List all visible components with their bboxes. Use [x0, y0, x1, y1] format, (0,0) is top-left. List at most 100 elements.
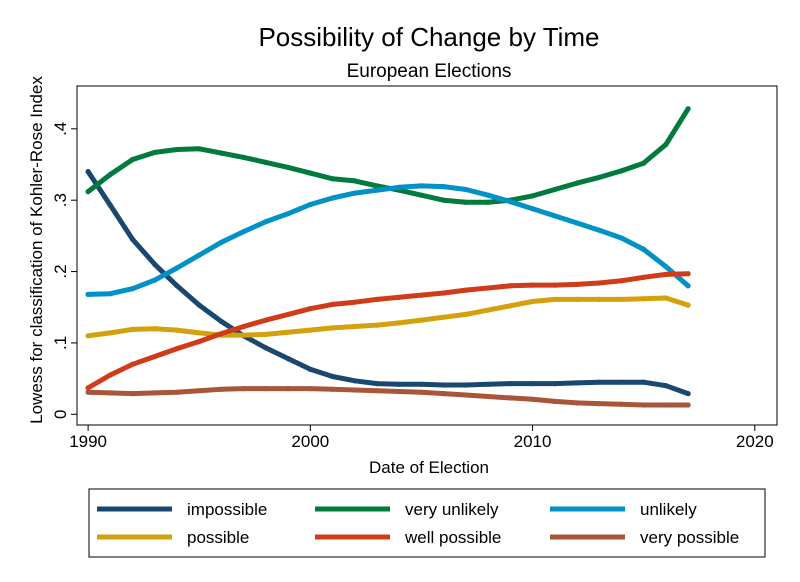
data-point-possible	[552, 296, 558, 302]
data-point-possible	[241, 332, 247, 338]
chart-title: Possibility of Change by Time	[258, 22, 599, 52]
data-point-impossible	[285, 356, 291, 362]
data-point-impossible	[330, 373, 336, 380]
series-line-well-possible	[85, 271, 691, 391]
data-point-impossible	[663, 383, 669, 389]
data-point-possible	[685, 302, 691, 308]
data-point-unlikely	[418, 183, 424, 189]
data-point-very-possible	[441, 391, 447, 397]
data-point-very-possible	[641, 402, 647, 408]
x-tick-label: 2000	[291, 432, 329, 451]
data-point-well-possible	[85, 385, 91, 391]
data-point-very-unlikely	[263, 159, 269, 165]
y-axis: 0 .1 .2 .3 .4	[51, 86, 78, 425]
data-point-unlikely	[107, 291, 113, 297]
legend-box	[88, 488, 766, 558]
data-point-very-unlikely	[485, 199, 491, 205]
data-point-unlikely	[263, 219, 269, 225]
data-point-very-possible	[596, 401, 602, 407]
data-point-possible	[130, 326, 136, 332]
x-tick-label: 2020	[736, 432, 774, 451]
y-tick-label: 0	[51, 410, 70, 419]
data-point-very-possible	[307, 386, 313, 392]
data-point-very-possible	[352, 387, 358, 393]
data-point-very-possible	[396, 388, 402, 395]
data-point-possible	[352, 323, 358, 330]
data-point-possible	[174, 327, 180, 333]
data-point-unlikely	[130, 286, 136, 292]
data-point-possible	[85, 333, 91, 339]
data-point-well-possible	[263, 317, 269, 323]
data-point-unlikely	[507, 199, 513, 205]
y-tick-label: .2	[51, 264, 70, 278]
data-point-impossible	[174, 283, 180, 289]
data-point-well-possible	[685, 271, 691, 277]
data-point-possible	[374, 322, 380, 328]
data-point-well-possible	[663, 271, 669, 277]
data-point-very-possible	[507, 395, 513, 401]
data-point-very-unlikely	[574, 180, 580, 186]
data-point-unlikely	[330, 195, 336, 201]
data-point-very-possible	[196, 388, 202, 394]
data-point-well-possible	[507, 283, 513, 289]
data-point-very-possible	[107, 390, 113, 396]
data-point-unlikely	[596, 227, 602, 233]
data-point-very-unlikely	[196, 146, 202, 152]
data-point-unlikely	[618, 235, 625, 241]
legend: impossible very unlikely unlikely possible w…	[97, 500, 739, 547]
data-point-possible	[530, 298, 536, 305]
x-axis-label: Date of Election	[369, 458, 489, 477]
data-point-very-possible	[241, 386, 247, 392]
data-point-well-possible	[530, 282, 536, 288]
data-point-impossible	[130, 236, 136, 242]
data-point-possible	[396, 320, 402, 326]
data-point-very-possible	[485, 393, 491, 400]
data-point-very-unlikely	[663, 141, 669, 148]
data-point-impossible	[596, 379, 602, 385]
data-point-very-unlikely	[85, 189, 91, 195]
data-point-possible	[418, 317, 424, 323]
data-point-very-possible	[552, 398, 558, 404]
data-point-very-unlikely	[552, 186, 558, 193]
data-point-well-possible	[241, 323, 247, 330]
data-point-unlikely	[463, 186, 469, 193]
data-point-impossible	[263, 345, 269, 351]
data-point-very-possible	[263, 386, 269, 392]
data-point-well-possible	[641, 274, 647, 280]
data-point-very-possible	[174, 389, 180, 395]
data-point-impossible	[574, 380, 580, 386]
data-point-unlikely	[685, 283, 691, 289]
data-point-unlikely	[241, 229, 247, 235]
data-point-impossible	[352, 378, 358, 384]
data-point-well-possible	[130, 361, 136, 367]
data-point-unlikely	[485, 192, 491, 198]
data-point-very-possible	[218, 386, 224, 392]
legend-label-unlikely: unlikely	[640, 500, 697, 519]
data-point-unlikely	[574, 220, 580, 226]
data-point-impossible	[552, 381, 558, 387]
legend-label-possible: possible	[187, 528, 249, 547]
data-point-very-unlikely	[596, 174, 602, 180]
y-axis-label: Lowess for classification of Kohler-Rose…	[27, 76, 46, 424]
data-point-possible	[463, 311, 469, 317]
data-point-possible	[507, 303, 513, 309]
data-point-very-unlikely	[330, 176, 336, 182]
data-point-impossible	[463, 382, 469, 388]
data-point-very-possible	[330, 386, 336, 392]
data-point-very-possible	[285, 386, 291, 392]
data-point-well-possible	[596, 280, 602, 286]
data-point-very-unlikely	[352, 178, 358, 184]
data-point-possible	[330, 325, 336, 331]
data-point-unlikely	[641, 246, 647, 252]
series-line-very-possible	[85, 386, 691, 408]
data-point-possible	[641, 296, 647, 302]
data-point-well-possible	[374, 296, 380, 302]
data-point-unlikely	[85, 291, 91, 297]
data-point-very-possible	[530, 396, 536, 402]
data-point-very-unlikely	[241, 154, 247, 160]
data-point-very-unlikely	[130, 156, 136, 163]
data-point-unlikely	[285, 211, 291, 217]
data-point-well-possible	[196, 338, 202, 345]
data-point-possible	[152, 326, 158, 332]
legend-label-impossible: impossible	[187, 500, 267, 519]
